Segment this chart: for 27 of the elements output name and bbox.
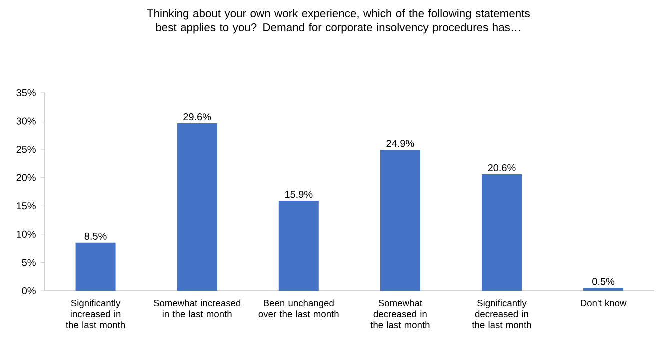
y-tick-label: 25% [16, 146, 36, 154]
data-label: 15.9% [285, 191, 313, 198]
y-tick-label: 0% [22, 287, 36, 295]
y-tick-label: 10% [17, 230, 36, 238]
y-tick-label: 15% [17, 202, 36, 210]
x-tick-label: Significantly increased in the last month [66, 300, 125, 328]
x-tick-label: Been unchanged over the last month [258, 300, 339, 318]
y-tick-label: 35% [16, 89, 36, 97]
x-tick-label: Somewhat decreased in the last month [370, 300, 430, 328]
bar [482, 174, 522, 291]
y-tick-label: 20% [16, 174, 36, 182]
data-label: 8.5% [84, 232, 107, 240]
bar [584, 288, 624, 291]
x-tick-label: Somewhat increased in the last month [154, 300, 241, 318]
bar [380, 150, 420, 291]
x-tick-label: Significantly decreased in the last month [472, 300, 532, 328]
data-label: 29.6% [184, 114, 212, 121]
data-label: 24.9% [386, 140, 414, 148]
data-label: 20.6% [488, 164, 516, 172]
y-tick-label: 5% [22, 259, 36, 266]
bar [177, 124, 218, 291]
bar [76, 242, 116, 291]
bar [278, 201, 319, 291]
x-tick-label: Don't know [581, 300, 627, 307]
data-label: 0.5% [592, 278, 615, 286]
y-tick-label: 30% [16, 118, 36, 125]
chart-title: Thinking about your own work experience, which of the following statements best applies to you? Demand for corporate insolvency procedures has… [147, 9, 530, 34]
